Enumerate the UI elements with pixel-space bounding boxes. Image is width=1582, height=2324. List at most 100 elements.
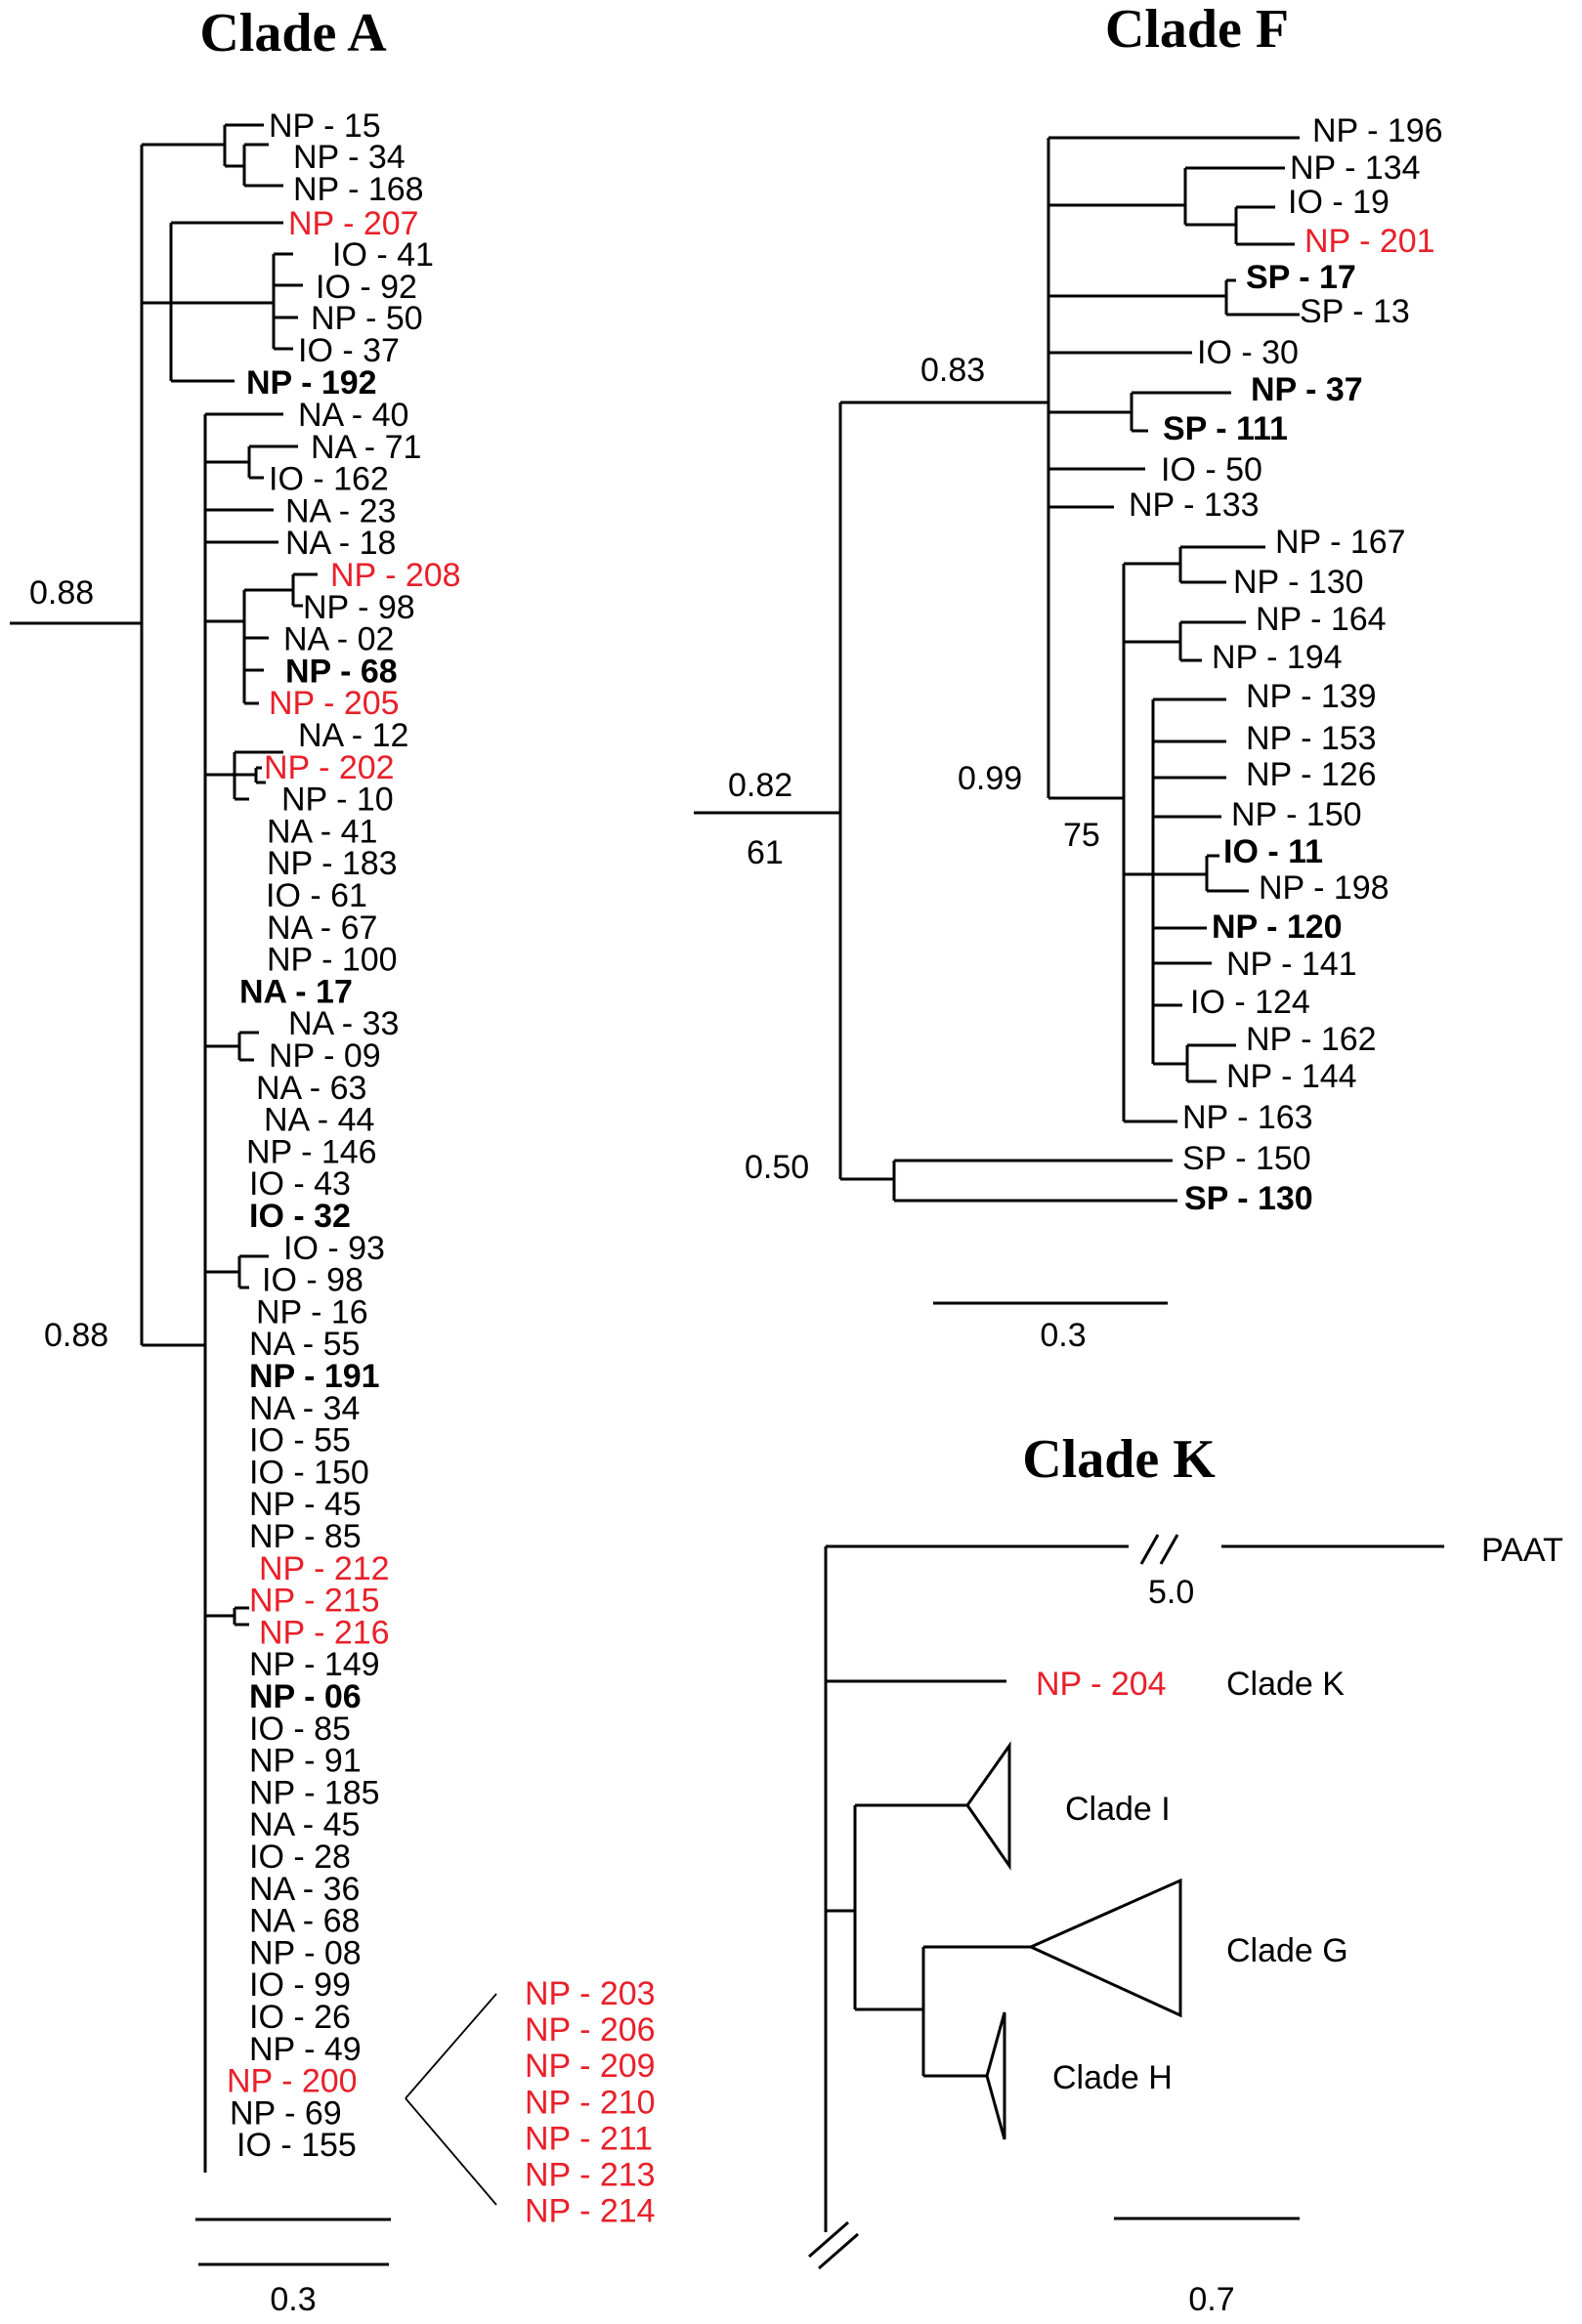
leaf-label: IO - 150 — [249, 1454, 369, 1491]
clade-f-support-61: 61 — [747, 834, 784, 871]
leaf-label: NP - 69 — [230, 2094, 342, 2132]
leaf-label: IO - 155 — [236, 2127, 357, 2164]
leaf-label: NP - 201 — [1304, 223, 1435, 260]
leaf-label: NP - 202 — [264, 749, 395, 786]
leaf-label: NP - 192 — [246, 364, 377, 401]
leaf-label: NP - 144 — [1226, 1058, 1357, 1095]
leaf-label: NP - 215 — [249, 1583, 380, 1620]
leaf-label: NP - 50 — [311, 300, 423, 337]
leaf-label: NP - 163 — [1182, 1099, 1313, 1136]
leaf-label: NP - 162 — [1246, 1021, 1377, 1058]
clade-k-scale-label: 0.7 — [1188, 2281, 1234, 2318]
clade-k-tree — [808, 1534, 1444, 2270]
leaf-label: IO - 43 — [249, 1165, 351, 1203]
leaf-label: NP - 146 — [246, 1133, 377, 1170]
leaf-label: NP - 134 — [1290, 149, 1421, 187]
leaf-label: NP - 149 — [249, 1646, 380, 1683]
leaf-label: NP - 194 — [1212, 639, 1343, 676]
leaf-label: NP - 16 — [256, 1293, 368, 1331]
leaf-label: NP - 133 — [1129, 486, 1260, 524]
leaf-label: NP - 196 — [1312, 112, 1443, 149]
leaf-label: IO - 85 — [249, 1711, 351, 1748]
leaf-label: IO - 93 — [283, 1230, 385, 1267]
clade-f-support-75: 75 — [1063, 817, 1100, 854]
leaf-label: IO - 50 — [1161, 451, 1262, 488]
clade-k-cladek-label: Clade K — [1226, 1666, 1345, 1703]
leaf-label: NP - 49 — [249, 2031, 362, 2068]
leaf-label: NP - 08 — [249, 1934, 362, 1971]
leaf-label: NA - 36 — [249, 1871, 360, 1908]
leaf-label: NP - 98 — [303, 589, 415, 626]
leaf-label: NP - 100 — [267, 942, 398, 979]
clade-a-root-support: 0.88 — [29, 574, 94, 612]
leaf-label: NA - 17 — [239, 973, 353, 1010]
leaf-label: NP - 120 — [1212, 908, 1343, 946]
clade-f-support-099: 0.99 — [958, 760, 1022, 797]
leaf-label: IO - 99 — [249, 1966, 351, 2004]
leaf-label: NP - 34 — [293, 139, 406, 176]
clade-f-support-082: 0.82 — [728, 767, 792, 804]
leaf-label: NA - 40 — [298, 397, 408, 434]
leaf-label: NP - 168 — [293, 171, 424, 208]
clade-k-cladei-label: Clade I — [1065, 1791, 1171, 1828]
leaf-label: IO - 30 — [1197, 334, 1299, 371]
leaf-label: SP - 17 — [1246, 259, 1356, 296]
leaf-label: NA - 23 — [285, 492, 396, 529]
leaf-label: SP - 13 — [1300, 293, 1410, 330]
leaf-label: SP - 111 — [1163, 410, 1288, 447]
leaf-label: SP - 130 — [1184, 1180, 1313, 1217]
clade-f-support-083: 0.83 — [920, 352, 985, 389]
leaf-label: NP - 150 — [1231, 796, 1362, 833]
leaf-label: IO - 55 — [249, 1422, 351, 1459]
leaf-label: NP - 200 — [227, 2063, 358, 2100]
clade-k-np204-label: NP - 204 — [1036, 1666, 1167, 1703]
leaf-label: NP - 205 — [269, 685, 400, 722]
leaf-label: IO - 124 — [1190, 984, 1310, 1021]
leaf-label: NP - 216 — [259, 1614, 390, 1651]
leaf-label: NP - 208 — [330, 557, 461, 594]
clade-k-paat-label: PAAT — [1481, 1532, 1563, 1569]
expanded-leaf-label: NP - 213 — [525, 2157, 656, 2194]
leaf-label: NP - 185 — [249, 1774, 380, 1811]
leaf-label: NA - 67 — [267, 909, 377, 947]
leaf-label: IO - 26 — [249, 1999, 351, 2036]
leaf-label: NA - 68 — [249, 1903, 360, 1940]
clade-k-cladeh-label: Clade H — [1052, 2059, 1173, 2096]
clade-k-title: Clade K — [1022, 1429, 1216, 1490]
leaf-label: NP - 167 — [1275, 524, 1406, 561]
leaf-label: NP - 10 — [281, 782, 394, 819]
leaf-label: NP - 85 — [249, 1518, 362, 1555]
leaf-label: NP - 153 — [1246, 720, 1377, 757]
leaf-label: NP - 212 — [259, 1550, 390, 1587]
leaf-label: IO - 28 — [249, 1838, 351, 1876]
leaf-label: SP - 150 — [1182, 1140, 1311, 1177]
leaf-label: NA - 41 — [267, 813, 377, 850]
leaf-label: NA - 18 — [285, 525, 396, 562]
leaf-label: IO - 98 — [262, 1262, 363, 1299]
leaf-label: NP - 06 — [249, 1678, 362, 1715]
leaf-label: NP - 126 — [1246, 756, 1377, 793]
leaf-label: NP - 68 — [285, 653, 398, 690]
leaf-label: NP - 139 — [1246, 678, 1377, 715]
leaf-label: NP - 45 — [249, 1486, 362, 1523]
clade-a-main-support: 0.88 — [44, 1317, 108, 1354]
leaf-label: IO - 61 — [266, 877, 367, 914]
leaf-label: NP - 130 — [1233, 564, 1364, 601]
leaf-label: NP - 09 — [269, 1037, 381, 1075]
leaf-label: NP - 198 — [1259, 869, 1390, 907]
expanded-leaf-label: NP - 211 — [525, 2120, 653, 2157]
leaf-label: NA - 33 — [288, 1005, 399, 1042]
expanded-leaf-label: NP - 209 — [525, 2048, 656, 2085]
clade-a-tree — [10, 123, 497, 2221]
clade-k-cladeg-label: Clade G — [1226, 1932, 1348, 1969]
leaf-label: IO - 92 — [316, 269, 417, 306]
leaf-label: NA - 12 — [298, 717, 408, 754]
leaf-label: NP - 207 — [288, 205, 419, 242]
leaf-label: NP - 15 — [269, 107, 381, 145]
leaf-label: NA - 34 — [249, 1390, 360, 1427]
leaf-label: IO - 37 — [298, 332, 400, 369]
